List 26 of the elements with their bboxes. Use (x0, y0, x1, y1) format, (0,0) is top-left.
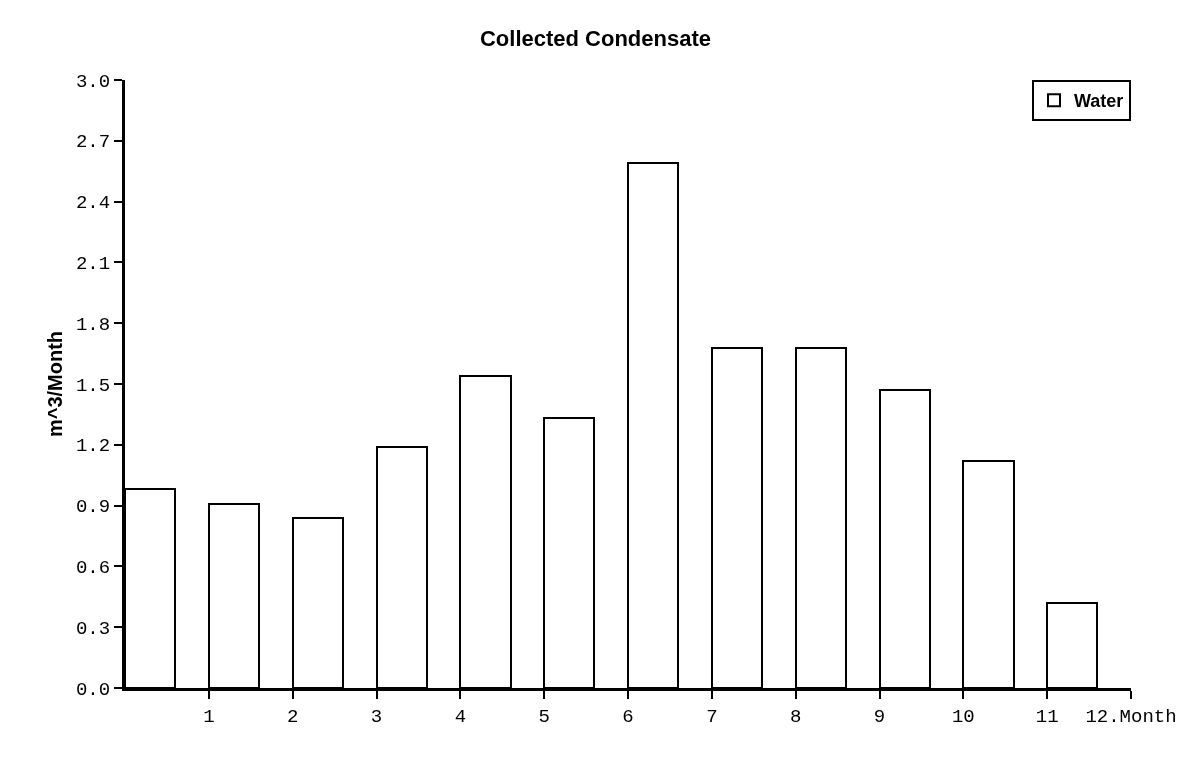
x-tick-label: 4 (454, 705, 467, 728)
x-tick-label: 5 (538, 705, 550, 728)
y-tick-label: 3.0 (75, 70, 111, 93)
x-tick-label: 9 (873, 705, 886, 728)
x-tick-label: 8 (789, 705, 802, 728)
y-tick-label: 2.4 (75, 192, 111, 215)
y-tick-label: 0.6 (75, 557, 111, 580)
y-tick-label: 2.7 (75, 131, 111, 154)
y-tick-label: 0.9 (75, 496, 111, 519)
x-tick-label: 3 (370, 705, 383, 728)
x-tick-label: 2 (286, 705, 299, 728)
x-tick-label: 6 (622, 705, 634, 728)
y-axis-title: m^3/Month (44, 330, 67, 438)
chart-title: Collected Condensate (479, 25, 712, 51)
x-tick-label: 10 (951, 705, 975, 728)
x-tick-label: 12.Month (1085, 705, 1177, 728)
legend-label: Water (1074, 91, 1124, 112)
y-tick-label: 1.8 (75, 313, 111, 336)
x-tick-label: 1 (203, 705, 215, 728)
y-tick-label: 1.2 (75, 435, 111, 458)
y-tick-label: 0.0 (75, 678, 111, 701)
y-tick-label: 0.3 (75, 617, 111, 640)
y-tick-label: 1.5 (75, 374, 111, 397)
x-tick-label: 11 (1035, 705, 1059, 728)
y-tick-label: 2.1 (75, 253, 111, 276)
x-tick-label: 7 (706, 705, 718, 728)
